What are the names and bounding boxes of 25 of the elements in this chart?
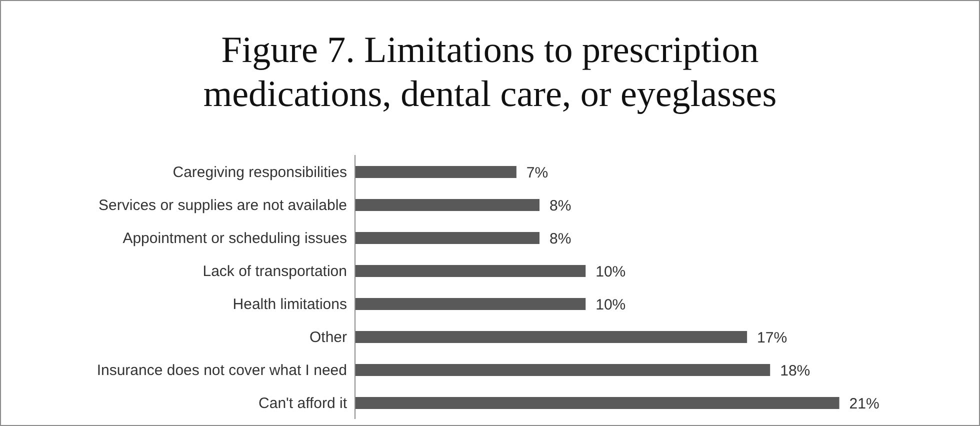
- y-tick-label: Insurance does not cover what I need: [96, 362, 347, 379]
- bar: [355, 298, 586, 310]
- data-label: 18%: [780, 362, 810, 380]
- y-tick-label: Services or supplies are not available: [98, 196, 347, 214]
- y-tick-label: Health limitations: [232, 296, 347, 313]
- y-tick-label: Other: [309, 328, 348, 346]
- bar: [355, 265, 586, 277]
- data-label: 7%: [526, 164, 548, 182]
- bar: [355, 232, 540, 244]
- y-tick-label: Caregiving responsibilities: [172, 164, 347, 181]
- data-label: 10%: [596, 263, 626, 280]
- chart-title: Figure 7. Limitations to prescription medications, dental care, or eyeglasses: [202, 29, 778, 117]
- data-label: 8%: [549, 230, 572, 248]
- y-tick-label: Appointment or scheduling issues: [122, 230, 347, 247]
- y-tick-label: Can't afford it: [258, 394, 348, 412]
- bar: [355, 199, 540, 211]
- bar: [355, 331, 748, 343]
- bar: [355, 397, 840, 409]
- data-label: 8%: [549, 197, 572, 214]
- bar: [355, 166, 516, 178]
- data-label: 17%: [757, 329, 788, 346]
- y-tick-label: Lack of transportation: [202, 262, 347, 280]
- data-label: 21%: [849, 395, 880, 412]
- bar: [355, 364, 770, 376]
- data-label: 10%: [596, 296, 626, 314]
